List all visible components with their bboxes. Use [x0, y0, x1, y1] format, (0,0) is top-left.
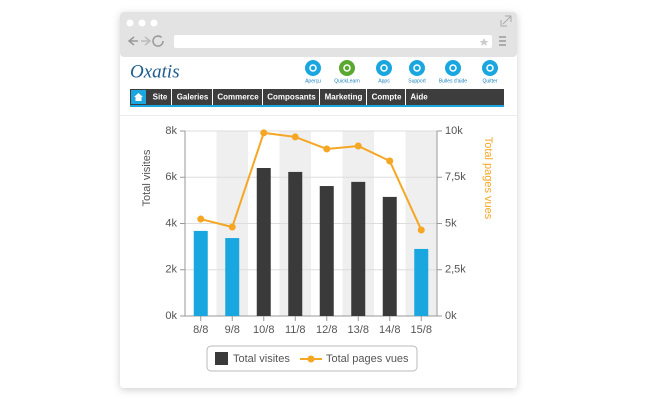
line-point: [354, 142, 362, 150]
toolbar-icon-glyph: [486, 64, 494, 72]
menu-item[interactable]: Composants: [267, 93, 316, 102]
x-tick-label: 11/8: [285, 324, 306, 336]
y2-tick-label: 7,5k: [445, 171, 466, 183]
toolbar-label[interactable]: Apps: [378, 78, 390, 84]
legend-label[interactable]: Total visites: [233, 353, 290, 365]
separator: [120, 115, 517, 116]
bar: [193, 230, 208, 316]
legend-swatch: [215, 352, 228, 365]
toolbar-icon-glyph: [343, 64, 351, 72]
legend-swatch: [307, 355, 315, 363]
menu-divider: [366, 89, 367, 105]
menu-item[interactable]: Aide: [410, 93, 428, 102]
bar: [351, 181, 366, 316]
fullscreen[interactable]: [500, 15, 512, 27]
x-tick-label: 14/8: [379, 324, 400, 336]
toolbar: Aperçu QuickLearn Apps Support Bulles d'aide…: [305, 60, 498, 84]
address-bar[interactable]: [174, 35, 492, 48]
menu-divider: [262, 89, 263, 105]
bar: [319, 186, 334, 316]
bookmark[interactable]: [479, 38, 489, 46]
line-point: [228, 223, 236, 231]
menu-divider: [171, 89, 172, 105]
y2-tick-label: 2,5k: [445, 264, 466, 276]
menu-divider: [212, 89, 213, 105]
toolbar-label[interactable]: Aperçu: [305, 78, 321, 84]
toolbar-icon[interactable]: [445, 60, 461, 76]
logo: Oxatis: [130, 61, 180, 82]
menu-underline: [130, 105, 504, 107]
menu-item[interactable]: Commerce: [217, 93, 259, 102]
browser-chrome: [120, 12, 517, 57]
y-tick-label: 8k: [165, 125, 177, 137]
menu-divider: [405, 89, 406, 105]
y-tick-label: 0k: [165, 310, 177, 322]
x-tick-label: 12/8: [316, 324, 337, 336]
back[interactable]: [127, 36, 138, 46]
toolbar-icon-glyph: [449, 64, 457, 72]
line-point: [260, 129, 268, 137]
y2-tick-label: 5k: [445, 217, 457, 229]
x-tick-label: 8/8: [193, 324, 208, 336]
menu: Site Galeries Commerce Composants Marketing C…: [153, 89, 428, 105]
y2-tick-label: 0k: [445, 310, 457, 322]
y-tick-label: 4k: [165, 217, 177, 229]
home-icon: [134, 93, 143, 101]
line-point: [386, 157, 394, 165]
bar: [382, 196, 397, 316]
menu-item[interactable]: Site: [153, 93, 168, 102]
line-point: [291, 133, 299, 141]
toolbar-label[interactable]: QuickLearn: [334, 78, 360, 84]
bar: [256, 168, 271, 316]
menu-divider: [319, 89, 320, 105]
toolbar-icon-glyph: [309, 64, 317, 72]
y2-axis-title: Total pages vues: [482, 137, 494, 220]
toolbar-icon[interactable]: [376, 60, 392, 76]
reload[interactable]: [152, 35, 164, 47]
menu-item[interactable]: Galeries: [177, 93, 209, 102]
window-dot[interactable]: [126, 19, 134, 27]
forward[interactable]: [141, 36, 152, 46]
x-tick-label: 13/8: [348, 324, 369, 336]
y-tick-label: 6k: [165, 171, 177, 183]
bar: [414, 248, 429, 316]
menu-item[interactable]: Compte: [372, 93, 402, 102]
y2-tick-label: 10k: [445, 125, 463, 137]
y-axis-title: Total visites: [141, 149, 153, 206]
y-tick-label: 2k: [165, 264, 177, 276]
x-tick-label: 10/8: [253, 324, 274, 336]
bar: [288, 171, 303, 316]
window-dot[interactable]: [150, 19, 158, 27]
toolbar-icon-glyph: [413, 64, 421, 72]
chart: 0k 2k 4k 6k 8k 0k 2,5k 5k 7,5k 10k Total visites To…: [141, 125, 494, 372]
line-point: [197, 215, 205, 223]
bar: [225, 238, 240, 316]
toolbar-icon[interactable]: [339, 60, 355, 76]
toolbar-label[interactable]: Bulles d'aide: [439, 78, 467, 84]
menu-bar: [130, 89, 504, 105]
toolbar-label[interactable]: Support: [408, 78, 426, 84]
legend-label[interactable]: Total pages vues: [326, 353, 409, 365]
x-tick-label: 15/8: [411, 324, 432, 336]
toolbar-icon-glyph: [380, 64, 388, 72]
line-point: [323, 145, 331, 153]
x-tick-label: 9/8: [225, 324, 240, 336]
toolbar-label[interactable]: Quitter: [482, 78, 497, 84]
toolbar-icon[interactable]: [305, 60, 321, 76]
menu-item[interactable]: Marketing: [325, 93, 363, 102]
line: [200, 131, 423, 231]
window-dot[interactable]: [138, 19, 146, 27]
toolbar-icon[interactable]: [482, 60, 498, 76]
line-point: [417, 226, 425, 234]
toolbar-icon[interactable]: [409, 60, 425, 76]
menu-button[interactable]: [499, 36, 506, 46]
